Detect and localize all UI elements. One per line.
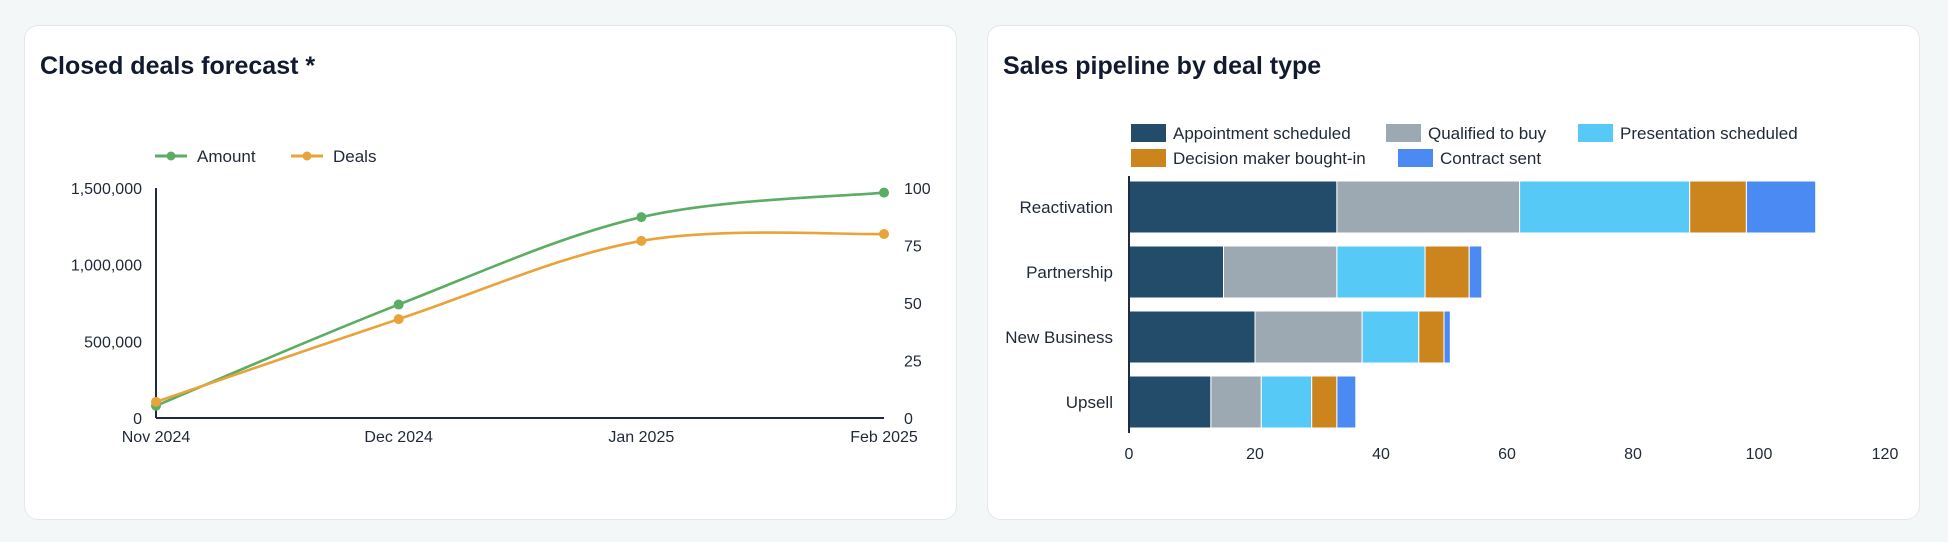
y-right-tick-label: 25: [904, 354, 922, 371]
data-point-deals: [151, 396, 161, 407]
legend-label: Decision maker bought-in: [1173, 149, 1366, 168]
legend-swatch: [1578, 124, 1613, 142]
bar-segment-new-business-appointment-scheduled: [1128, 310, 1256, 364]
bar-segment-reactivation-appointment-scheduled: [1128, 180, 1338, 234]
bar-segment-new-business-qualified-to-buy: [1254, 310, 1363, 364]
legend-item-qualified-to-buy: Qualified to buy: [1386, 124, 1547, 143]
x-tick-label: Feb 2025: [850, 429, 918, 446]
x-tick-label: Jan 2025: [608, 429, 674, 446]
legend-label: Deals: [333, 147, 376, 166]
x-tick-label: 120: [1872, 446, 1899, 463]
legend-swatch-dot: [302, 151, 312, 161]
x-tick-label: Dec 2024: [364, 429, 433, 446]
category-label: Reactivation: [1019, 198, 1113, 217]
legend-item-amount: Amount: [155, 147, 256, 166]
y-left-tick-label: 500,000: [84, 334, 142, 351]
forecast-line-chart: Amount Deals 0 500,000 1,000,000 1,500,000 0 25…: [71, 147, 931, 446]
bar-segment-new-business-decision-maker-bought-in: [1418, 310, 1445, 364]
data-point-amount: [636, 212, 647, 223]
legend-item-decision-maker-bought-in: Decision maker bought-in: [1131, 149, 1366, 168]
pipeline-chart-title: Sales pipeline by deal type: [1003, 52, 1322, 80]
bar-segment-reactivation-contract-sent: [1745, 180, 1817, 234]
legend-label: Contract sent: [1440, 149, 1541, 168]
category-label: Partnership: [1026, 263, 1113, 282]
y-left-tick-label: 1,500,000: [71, 181, 142, 198]
x-tick-label: 40: [1372, 446, 1390, 463]
category-label: Upsell: [1066, 393, 1113, 412]
legend-item-contract-sent: Contract sent: [1398, 149, 1541, 168]
y-left-tick-label: 1,000,000: [71, 258, 142, 275]
x-tick-label: Nov 2024: [122, 429, 191, 446]
y-right-tick-label: 50: [904, 296, 922, 313]
bar-segment-partnership-appointment-scheduled: [1128, 245, 1224, 299]
bar-segment-upsell-presentation-scheduled: [1260, 375, 1313, 429]
bar-segment-partnership-decision-maker-bought-in: [1424, 245, 1470, 299]
series-line-amount: [155, 191, 885, 407]
x-tick-label: 60: [1498, 446, 1516, 463]
x-tick-label: 80: [1624, 446, 1642, 463]
legend-label: Amount: [197, 147, 256, 166]
y-right-tick-label: 100: [904, 181, 931, 198]
x-tick-label: 100: [1746, 446, 1773, 463]
data-point-amount: [879, 187, 889, 198]
legend-label: Qualified to buy: [1428, 124, 1547, 143]
legend-item-appointment-scheduled: Appointment scheduled: [1131, 124, 1351, 143]
bar-segment-partnership-presentation-scheduled: [1336, 245, 1426, 299]
bar-segment-upsell-contract-sent: [1336, 375, 1357, 429]
legend-swatch: [1398, 149, 1433, 167]
bar-segment-upsell-appointment-scheduled: [1128, 375, 1212, 429]
legend-item-presentation-scheduled: Presentation scheduled: [1578, 124, 1798, 143]
bar-segment-new-business-presentation-scheduled: [1361, 310, 1420, 364]
legend-swatch-dot: [166, 151, 176, 161]
pipeline-bar-chart: Appointment scheduled Qualified to buy Pre…: [1005, 124, 1899, 463]
data-point-deals: [879, 229, 889, 239]
data-point-amount: [393, 299, 404, 310]
x-tick-label: 0: [1125, 446, 1134, 463]
bar-segment-partnership-contract-sent: [1468, 245, 1483, 299]
y-right-tick-label: 75: [904, 239, 922, 256]
legend-swatch: [1386, 124, 1421, 142]
series-line-deals: [155, 231, 885, 404]
bar-segment-reactivation-qualified-to-buy: [1336, 180, 1521, 234]
bar-segment-reactivation-decision-maker-bought-in: [1689, 180, 1747, 234]
bar-segment-upsell-qualified-to-buy: [1210, 375, 1262, 429]
legend-item-deals: Deals: [291, 147, 376, 166]
sales-pipeline-card: Sales pipeline by deal type Appointment …: [987, 25, 1920, 520]
closed-deals-forecast-card: Closed deals forecast * Amount Deals 0 500,…: [24, 25, 957, 520]
x-tick-label: 20: [1246, 446, 1264, 463]
bar-segment-partnership-qualified-to-buy: [1223, 245, 1338, 299]
bar-segment-new-business-contract-sent: [1443, 310, 1451, 364]
bar-segment-upsell-decision-maker-bought-in: [1311, 375, 1338, 429]
legend-label: Appointment scheduled: [1173, 124, 1351, 143]
legend-label: Presentation scheduled: [1620, 124, 1798, 143]
bar-segment-reactivation-presentation-scheduled: [1519, 180, 1691, 234]
category-label: New Business: [1005, 328, 1113, 347]
data-point-deals: [636, 235, 647, 246]
legend-swatch: [1131, 124, 1166, 142]
legend-swatch: [1131, 149, 1166, 167]
y-left-tick-label: 0: [133, 411, 142, 428]
data-point-deals: [393, 314, 404, 325]
forecast-chart-title: Closed deals forecast *: [40, 52, 316, 80]
y-right-tick-label: 0: [904, 411, 913, 428]
